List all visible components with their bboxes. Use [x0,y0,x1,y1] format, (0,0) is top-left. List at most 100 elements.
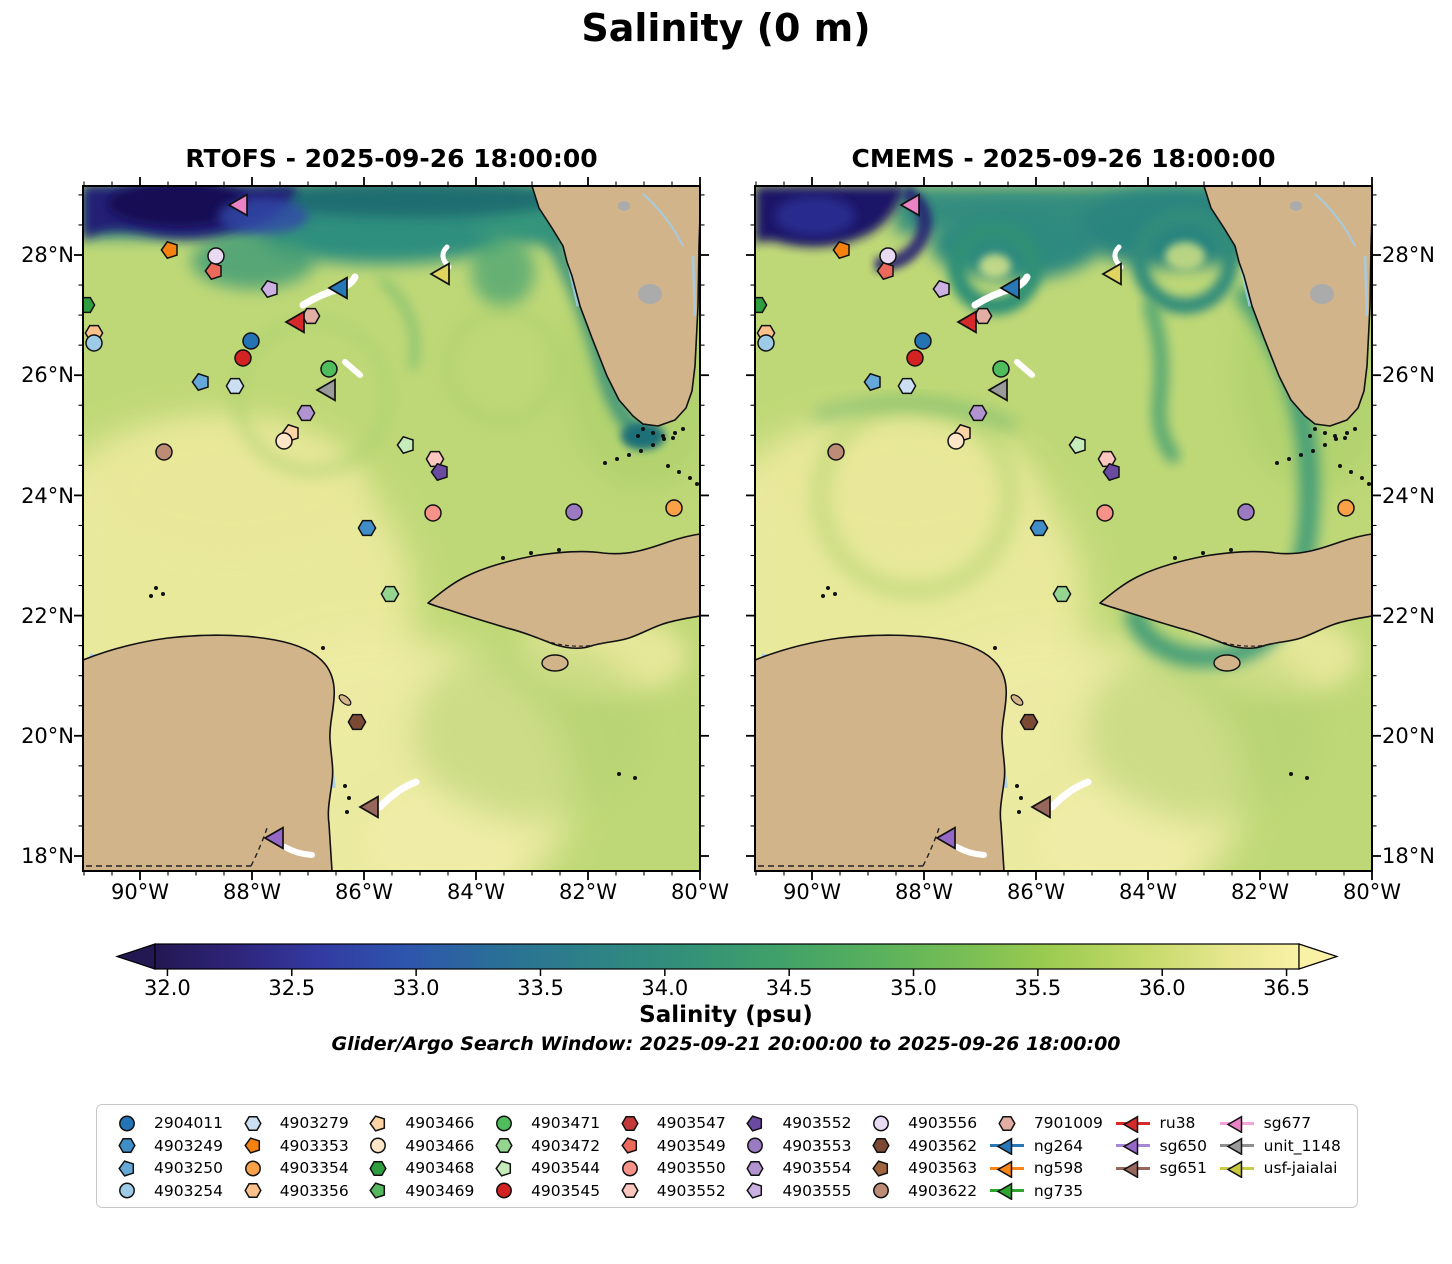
marker-4903555 [932,279,950,299]
legend-label: usf-jaialai [1263,1159,1338,1178]
legend-item-unit_1148: unit_1148 [1219,1135,1341,1158]
y-tick-right-18°N: 18°N [1382,844,1435,868]
legend-label: 4903562 [908,1136,978,1155]
legend-label: 4903553 [782,1136,852,1155]
hexagon-marker-icon [863,1136,899,1155]
marker-4903552 [425,450,445,468]
pentagon-marker-icon [360,1181,396,1200]
y-tick-right-24°N: 24°N [1382,484,1435,508]
colorbar-tick-36.5: 36.5 [1263,976,1310,1000]
colorbar-tick-33.0: 33.0 [392,976,440,1000]
marker-4903556 [879,247,897,265]
legend-item-4903468: 4903468 [360,1157,474,1180]
x-tick-84°W: 84°W [447,880,505,904]
colorbar-tick-32.0: 32.0 [144,976,191,1000]
legend-item-4903547: 4903547 [612,1112,726,1135]
pentagon-marker-icon [737,1181,773,1200]
legend-label: 4903469 [405,1181,475,1200]
marker-7901009 [301,307,321,325]
marker-4903555 [260,279,278,299]
legend-label: 4903356 [279,1181,349,1200]
legend-label: 4903552 [656,1181,726,1200]
hexagon-marker-icon [612,1114,648,1133]
marker-4903468 [83,296,96,314]
glider-marker-icon [989,1181,1025,1201]
legend-label: 4903554 [782,1159,852,1178]
legend-column-9: ru38 sg650 sg651 [1115,1112,1207,1202]
legend-label: 4903547 [656,1114,726,1133]
marker-4903562 [1019,713,1039,731]
legend-label: 4903472 [531,1136,601,1155]
legend-item-4903563: 4903563 [863,1157,977,1180]
map-rtofs [74,177,709,880]
legend-label: 4903354 [279,1159,349,1178]
legend-column-10: sg677 unit_1148 usf-jaialai [1219,1112,1341,1202]
marker-sg677 [227,193,248,217]
marker-4903544 [1068,435,1086,455]
legend-item-4903469: 4903469 [360,1180,474,1203]
y-tick-left-28°N: 28°N [21,243,74,267]
pentagon-marker-icon [486,1159,522,1178]
legend-label: ng735 [1033,1181,1084,1200]
y-tick-left-24°N: 24°N [21,484,74,508]
glider-marker-icon [1219,1114,1255,1133]
marker-4903552 [1102,462,1120,482]
circle-marker-icon [737,1136,773,1155]
legend-label: 4903622 [908,1181,978,1200]
marker-4903466 [275,432,293,450]
glider-marker-icon [1115,1114,1151,1133]
hexagon-marker-icon [360,1159,396,1178]
marker-4903254 [757,334,775,352]
legend-item-4903549: 4903549 [612,1135,726,1158]
marker-4903466 [947,432,965,450]
legend-label: 4903544 [531,1159,601,1178]
marker-ng264 [327,276,348,300]
legend-label: 4903250 [154,1159,224,1178]
marker-2904011 [242,332,260,350]
colorbar-label: Salinity (psu) [639,1002,813,1028]
platform-markers [755,193,1355,850]
legend-item-sg651: sg651 [1115,1157,1207,1180]
glider-marker-icon [989,1136,1025,1156]
hexagon-marker-icon [486,1136,522,1155]
marker-ru38 [284,310,305,334]
glider-marker-icon [1115,1159,1151,1178]
pentagon-marker-icon [235,1136,271,1155]
x-tick-88°W: 88°W [223,880,281,904]
marker-4903622 [155,443,173,461]
legend-item-4903544: 4903544 [486,1157,600,1180]
marker-4903250 [863,372,881,392]
legend-column-5: 4903547 4903549 4903550 4903552 [612,1112,726,1202]
marker-ng264 [999,276,1020,300]
legend-column-2: 4903279 4903353 4903354 4903356 [235,1112,349,1202]
marker-4903471 [992,360,1010,378]
y-tick-left-18°N: 18°N [21,844,74,868]
x-tick-84°W: 84°W [1119,880,1177,904]
marker-4903553 [565,503,583,521]
legend-item-4903471: 4903471 [486,1112,600,1135]
colorbar-tick-36.0: 36.0 [1138,976,1186,1000]
colorbar [115,943,1339,978]
colorbar-tick-34.0: 34.0 [641,976,689,1000]
glider-marker-icon [1219,1136,1255,1156]
circle-marker-icon [863,1181,899,1200]
legend-item-4903554: 4903554 [737,1157,851,1180]
marker-usf-jaialai [1101,262,1122,286]
hexagon-marker-icon [989,1114,1025,1133]
figure-title: Salinity (0 m) [581,6,871,50]
marker-4903550 [424,504,442,522]
marker-4903545 [906,349,924,367]
legend-item-sg677: sg677 [1219,1112,1341,1135]
legend-item-4903250: 4903250 [109,1157,223,1180]
marker-4903556 [207,247,225,265]
marker-4903545 [234,349,252,367]
marker-4903549 [204,261,222,281]
marker-2904011 [914,332,932,350]
marker-4903552 [1097,450,1117,468]
circle-marker-icon [235,1159,271,1178]
y-tick-left-20°N: 20°N [21,724,74,748]
marker-4903249 [1029,519,1049,537]
marker-4903622 [827,443,845,461]
legend-label: 4903471 [531,1114,601,1133]
